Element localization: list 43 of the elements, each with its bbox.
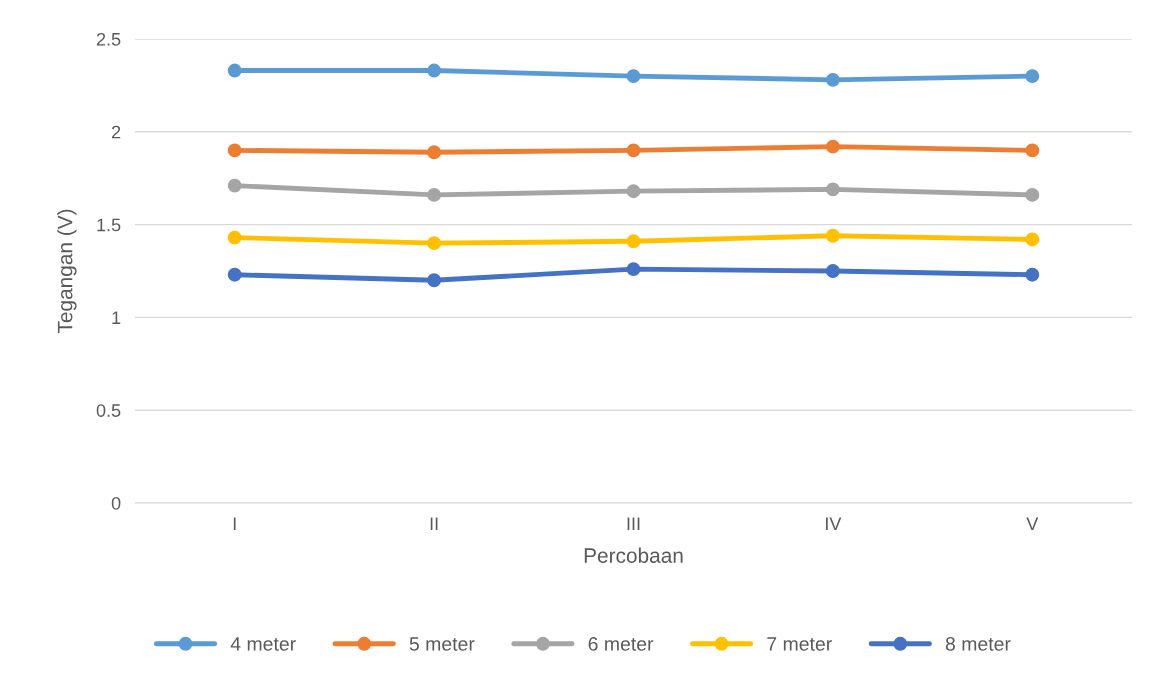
legend-label: 7 meter <box>767 637 832 651</box>
legend-label: 6 meter <box>588 637 654 651</box>
point <box>227 267 242 282</box>
point <box>227 63 242 78</box>
point <box>1025 232 1040 247</box>
point <box>227 230 242 245</box>
y-tick-label: 0.5 <box>96 404 121 417</box>
point <box>427 63 442 78</box>
point <box>626 69 641 84</box>
legend-label: 8 meter <box>945 637 1011 651</box>
point <box>1025 143 1040 158</box>
point <box>427 273 442 288</box>
point <box>227 143 242 158</box>
point <box>1025 69 1040 84</box>
y-tick-label: 1.5 <box>97 218 121 232</box>
point <box>626 184 641 199</box>
point <box>427 187 442 202</box>
point <box>1025 187 1040 202</box>
point <box>626 143 641 158</box>
x-tick-label: V <box>1026 517 1039 530</box>
y-tick-label: 2.5 <box>96 32 121 46</box>
legend-label: 4 meter <box>230 637 296 651</box>
point <box>825 264 840 278</box>
point <box>427 145 442 160</box>
point <box>825 228 840 243</box>
point <box>825 182 840 197</box>
point <box>227 178 242 193</box>
y-tick-label: 0 <box>111 496 121 510</box>
x-tick-label: II <box>430 517 438 530</box>
point <box>1025 267 1040 282</box>
y-tick-label: 1 <box>112 311 121 324</box>
point <box>825 139 840 154</box>
x-tick-label: I <box>233 517 236 530</box>
point <box>427 236 442 251</box>
x-axis-title: Percobaan <box>584 547 683 563</box>
legend-label: 5 meter <box>409 637 475 651</box>
x-tick-label: III <box>627 517 640 530</box>
x-tick-label: IV <box>826 517 842 530</box>
point <box>626 234 641 249</box>
y-tick-label: 2 <box>111 125 121 139</box>
point <box>626 262 641 277</box>
y-axis-title: Tegangan (V) <box>57 209 77 334</box>
point <box>825 72 840 87</box>
